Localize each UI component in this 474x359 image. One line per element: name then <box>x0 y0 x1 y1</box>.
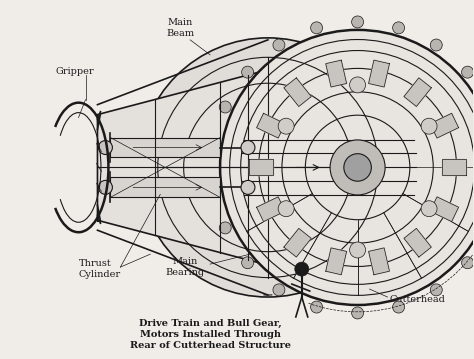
Text: Drive Train and Bull Gear,
Motors Installed Through
Rear of Cutterhead Structure: Drive Train and Bull Gear, Motors Instal… <box>129 319 291 350</box>
Circle shape <box>295 262 309 276</box>
Polygon shape <box>430 113 458 138</box>
Circle shape <box>278 201 294 217</box>
Circle shape <box>99 140 112 154</box>
Polygon shape <box>404 78 431 107</box>
Circle shape <box>219 101 231 113</box>
Circle shape <box>242 66 254 78</box>
Polygon shape <box>249 159 273 176</box>
Polygon shape <box>404 228 431 257</box>
Text: Main
Bearing: Main Bearing <box>165 257 205 277</box>
Circle shape <box>273 284 285 296</box>
Polygon shape <box>326 60 346 87</box>
Circle shape <box>273 39 285 51</box>
Text: Cutterhead: Cutterhead <box>390 294 446 303</box>
Circle shape <box>462 66 474 78</box>
Text: Gripper: Gripper <box>55 67 94 76</box>
Circle shape <box>462 257 474 269</box>
Circle shape <box>421 118 437 134</box>
Circle shape <box>421 201 437 217</box>
Polygon shape <box>284 78 311 107</box>
Circle shape <box>310 22 323 34</box>
Polygon shape <box>256 197 285 222</box>
Circle shape <box>242 257 254 269</box>
Circle shape <box>138 38 398 297</box>
Polygon shape <box>284 228 311 257</box>
Circle shape <box>220 30 474 305</box>
Circle shape <box>392 301 405 313</box>
Circle shape <box>350 242 365 258</box>
Text: Thrust
Cylinder: Thrust Cylinder <box>79 260 121 279</box>
Polygon shape <box>369 60 390 87</box>
Polygon shape <box>442 159 466 176</box>
Bar <box>110 177 220 197</box>
Circle shape <box>310 301 323 313</box>
Circle shape <box>350 77 365 93</box>
Circle shape <box>430 284 442 296</box>
Circle shape <box>99 181 112 194</box>
Polygon shape <box>430 197 458 222</box>
Circle shape <box>330 140 385 195</box>
Polygon shape <box>326 248 346 275</box>
Text: Main
Beam: Main Beam <box>166 18 194 38</box>
Circle shape <box>430 39 442 51</box>
Circle shape <box>392 22 405 34</box>
Circle shape <box>278 118 294 134</box>
Polygon shape <box>98 70 268 265</box>
Circle shape <box>208 182 219 194</box>
Circle shape <box>219 222 231 234</box>
Polygon shape <box>256 113 285 138</box>
Polygon shape <box>369 248 390 275</box>
Circle shape <box>344 154 371 181</box>
Circle shape <box>241 181 255 194</box>
Circle shape <box>352 307 364 319</box>
Circle shape <box>241 140 255 154</box>
Circle shape <box>352 16 364 28</box>
Circle shape <box>208 141 219 153</box>
Bar <box>110 137 220 158</box>
